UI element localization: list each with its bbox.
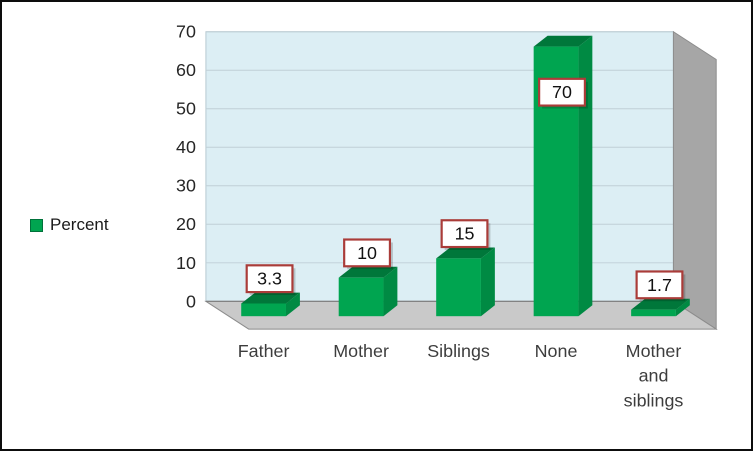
bar-side-mother-and-siblings — [675, 298, 690, 317]
dlabel-text: 70 — [552, 82, 572, 102]
tick-text: 70 — [176, 22, 196, 42]
data-label-box-mother — [343, 238, 392, 268]
dlabel-text: 3.3 — [257, 269, 282, 289]
dlabel-text: 15 — [455, 224, 475, 244]
dlabel-text: 1.7 — [647, 275, 672, 295]
tick-text: 0 — [186, 291, 196, 311]
bar-side-father — [285, 292, 300, 317]
bar-top-siblings — [436, 247, 495, 259]
bar-side-siblings — [480, 247, 495, 317]
bar-mother — [338, 277, 384, 317]
cat-text: Mother — [333, 341, 389, 361]
tick-text: 10 — [176, 253, 196, 273]
cat-text: Mother — [626, 341, 682, 361]
data-label-box-mother-and-siblings — [635, 270, 684, 300]
tick-text: 20 — [176, 214, 196, 234]
bar-side-mother — [383, 266, 398, 317]
data-label-box-siblings — [440, 219, 489, 249]
tick-text: 60 — [176, 60, 196, 80]
tick-text: 30 — [176, 176, 196, 196]
dlabel-text: 10 — [357, 243, 377, 263]
bar-top-none — [533, 35, 593, 47]
cat-text: Siblings — [427, 341, 490, 361]
legend-swatch — [30, 218, 43, 232]
bar-father — [241, 303, 286, 317]
tick-text: 40 — [176, 137, 196, 157]
tick-text: 50 — [176, 99, 196, 119]
bar-mother-and-siblings — [631, 309, 676, 317]
cat-text: Father — [238, 341, 290, 361]
cat-text: None — [535, 341, 578, 361]
bar-top-father — [241, 292, 300, 304]
bar-top-mother-and-siblings — [631, 298, 690, 310]
data-label-box-father — [245, 264, 294, 294]
data-label-box-none — [538, 77, 586, 107]
cat-text: and — [639, 366, 669, 386]
legend-label: Percent — [50, 215, 109, 234]
bar-siblings — [436, 258, 481, 317]
legend: Percent — [30, 215, 109, 235]
bar-top-mother — [338, 266, 398, 278]
cat-text: siblings — [624, 390, 684, 410]
